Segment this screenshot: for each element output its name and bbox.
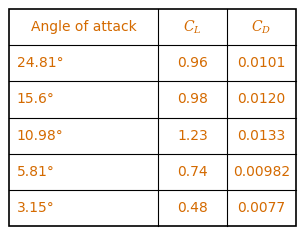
- Text: Angle of attack: Angle of attack: [31, 20, 137, 34]
- Text: 10.98°: 10.98°: [17, 129, 63, 142]
- Text: 24.81°: 24.81°: [17, 56, 63, 70]
- Text: 0.00982: 0.00982: [233, 164, 290, 179]
- Text: 5.81°: 5.81°: [17, 164, 55, 179]
- Text: 3.15°: 3.15°: [17, 201, 55, 215]
- Text: 0.74: 0.74: [177, 164, 208, 179]
- Text: $C_L$: $C_L$: [183, 19, 202, 36]
- Text: 0.96: 0.96: [177, 56, 208, 70]
- Text: 0.0101: 0.0101: [237, 56, 286, 70]
- Text: $C_D$: $C_D$: [251, 19, 271, 36]
- Text: 15.6°: 15.6°: [17, 93, 55, 106]
- Text: 0.0077: 0.0077: [237, 201, 285, 215]
- Text: 0.0120: 0.0120: [237, 93, 285, 106]
- Text: 0.48: 0.48: [177, 201, 208, 215]
- Text: 1.23: 1.23: [177, 129, 208, 142]
- Text: 0.98: 0.98: [177, 93, 208, 106]
- Text: 0.0133: 0.0133: [237, 129, 285, 142]
